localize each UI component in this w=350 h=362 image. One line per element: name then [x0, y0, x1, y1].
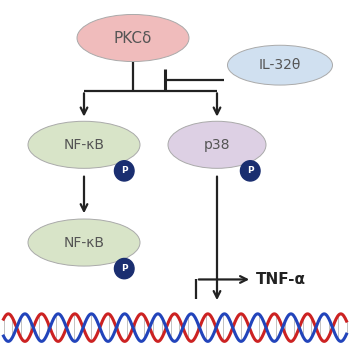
Ellipse shape: [228, 45, 332, 85]
Ellipse shape: [168, 121, 266, 168]
Text: PKCδ: PKCδ: [114, 30, 152, 46]
Ellipse shape: [77, 14, 189, 62]
Text: P: P: [121, 167, 127, 175]
Circle shape: [240, 161, 260, 181]
Text: NF-κB: NF-κB: [63, 236, 105, 249]
Text: IL-32θ: IL-32θ: [259, 58, 301, 72]
Ellipse shape: [28, 219, 140, 266]
Text: TNF-α: TNF-α: [256, 272, 306, 287]
Text: NF-κB: NF-κB: [63, 138, 105, 152]
Circle shape: [114, 161, 134, 181]
Text: P: P: [247, 167, 253, 175]
Circle shape: [114, 258, 134, 279]
Ellipse shape: [28, 121, 140, 168]
Text: P: P: [121, 264, 127, 273]
Text: p38: p38: [204, 138, 230, 152]
